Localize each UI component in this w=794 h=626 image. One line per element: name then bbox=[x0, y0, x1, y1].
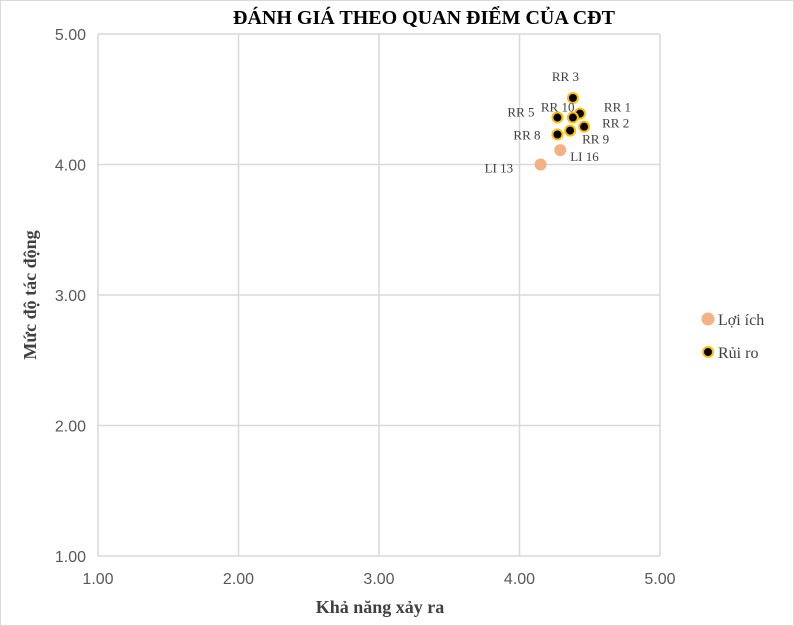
legend-marker-loi-ich bbox=[701, 312, 715, 326]
data-point bbox=[564, 124, 577, 137]
data-label: RR 8 bbox=[513, 127, 540, 142]
legend-label-loi-ich: Lợi ích bbox=[718, 312, 764, 329]
y-axis-title: Mức độ tác động bbox=[20, 230, 40, 359]
data-label: RR 10 bbox=[541, 100, 575, 115]
x-tick-label: 2.00 bbox=[223, 571, 254, 588]
data-label: LI 16 bbox=[570, 149, 599, 164]
y-tick-label: 1.00 bbox=[55, 549, 86, 566]
data-label: RR 5 bbox=[507, 105, 534, 120]
data-points bbox=[534, 91, 591, 171]
y-tick-label: 4.00 bbox=[55, 158, 86, 175]
y-tick-label: 5.00 bbox=[55, 27, 86, 44]
chart-title: ĐÁNH GIÁ THEO QUAN ĐIỂM CỦA CĐT bbox=[233, 5, 616, 29]
data-point bbox=[578, 120, 591, 133]
gridlines bbox=[97, 33, 661, 557]
data-label: RR 2 bbox=[602, 116, 629, 131]
x-axis-title: Khả năng xảy ra bbox=[316, 597, 445, 617]
data-label: RR 1 bbox=[604, 100, 631, 115]
x-tick-label: 1.00 bbox=[82, 571, 113, 588]
y-tick-label: 2.00 bbox=[55, 419, 86, 436]
legend-item-loi-ich: Lợi ích bbox=[701, 312, 764, 329]
y-tick-label: 3.00 bbox=[55, 288, 86, 305]
data-point bbox=[551, 111, 564, 124]
data-labels: LI 13 LI 16 RR 3 RR 1 RR 10 RR 5 RR 2RR 9 RR 8 bbox=[485, 69, 631, 176]
x-tick-label: 4.00 bbox=[504, 571, 535, 588]
data-label: LI 13 bbox=[485, 161, 514, 176]
legend-item-rui-ro: Rủi ro bbox=[702, 345, 758, 362]
y-tick-labels: 1.00 2.00 3.00 4.00 5.00 bbox=[55, 27, 86, 566]
data-point bbox=[566, 91, 579, 104]
legend: Lợi ích Rủi ro bbox=[701, 312, 764, 362]
x-tick-label: 5.00 bbox=[644, 571, 675, 588]
legend-label-rui-ro: Rủi ro bbox=[718, 345, 758, 362]
x-tick-labels: 1.00 2.00 3.00 4.00 5.00 bbox=[82, 571, 675, 588]
legend-marker-rui-ro bbox=[702, 346, 714, 358]
data-point bbox=[534, 158, 547, 171]
data-point bbox=[551, 128, 564, 141]
data-point bbox=[554, 144, 567, 157]
x-tick-label: 3.00 bbox=[363, 571, 394, 588]
data-label: RR 3 bbox=[552, 69, 579, 84]
data-point bbox=[566, 111, 579, 124]
data-label: RR 9 bbox=[582, 132, 609, 147]
